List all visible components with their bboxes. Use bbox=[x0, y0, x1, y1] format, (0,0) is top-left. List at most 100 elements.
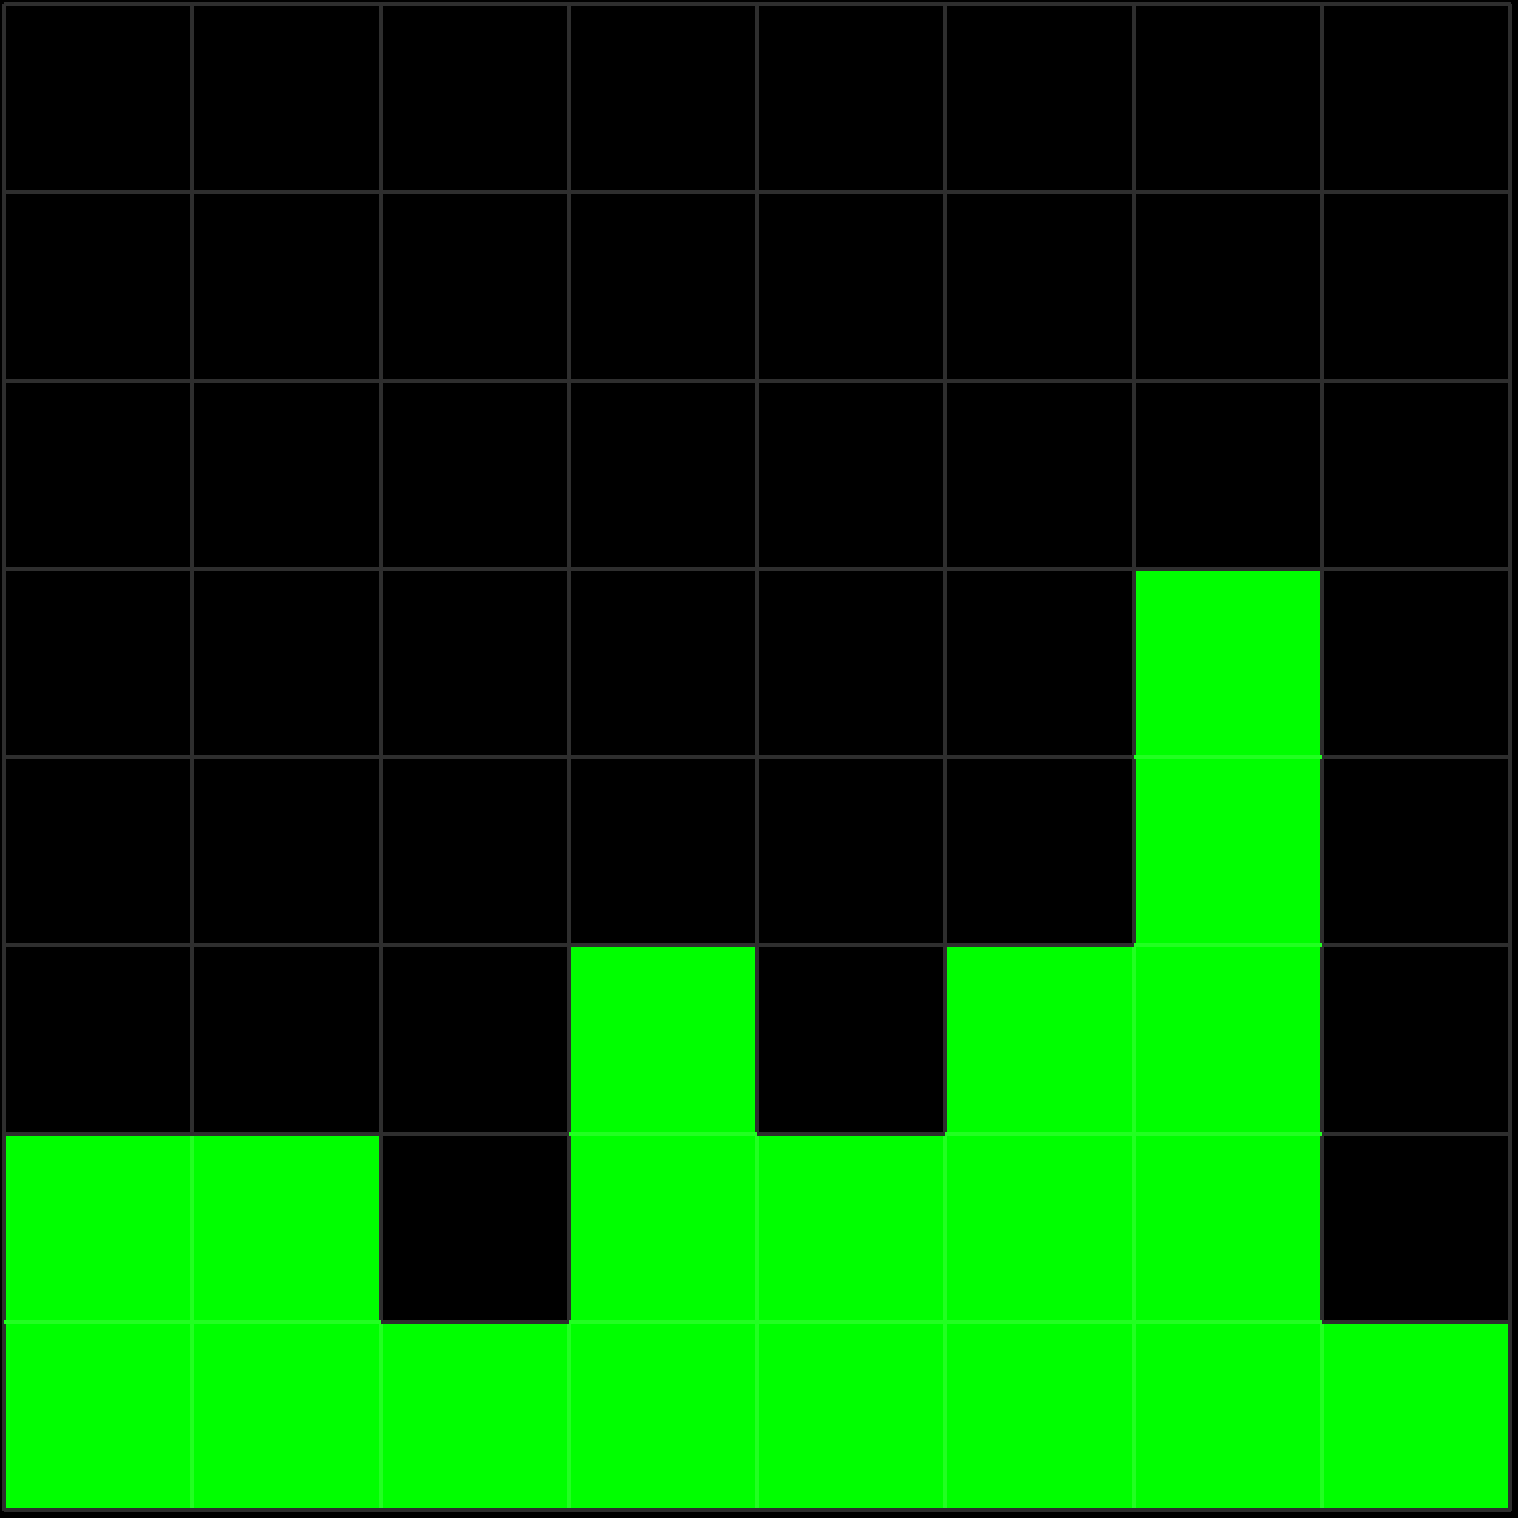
empty-cell bbox=[945, 757, 1134, 946]
gridline-horizontal bbox=[1321, 2, 1511, 6]
filled-cell bbox=[568, 945, 758, 1134]
gridline-horizontal bbox=[192, 1131, 381, 1136]
empty-cell bbox=[568, 757, 758, 946]
empty-cell bbox=[757, 945, 946, 1134]
empty-cell bbox=[4, 4, 193, 193]
empty-cell bbox=[4, 757, 193, 946]
empty-cell bbox=[380, 4, 570, 193]
gridline-horizontal bbox=[192, 755, 381, 759]
filled-cell bbox=[1133, 945, 1323, 1134]
empty-cell bbox=[945, 4, 1134, 193]
gridline-horizontal bbox=[945, 755, 1134, 759]
gridline-vertical bbox=[1319, 380, 1324, 570]
gridline-vertical bbox=[1319, 192, 1324, 381]
filled-cell bbox=[757, 1321, 946, 1511]
gridline-horizontal bbox=[945, 566, 1134, 571]
gridline-horizontal bbox=[4, 1131, 193, 1136]
filled-cell bbox=[380, 1321, 570, 1511]
gridline-vertical bbox=[755, 4, 759, 193]
gridline-horizontal bbox=[568, 190, 758, 195]
gridline-vertical bbox=[1319, 568, 1324, 758]
empty-cell bbox=[192, 192, 381, 381]
gridline-vertical bbox=[378, 380, 383, 570]
gridline-vertical bbox=[1319, 757, 1324, 946]
empty-cell bbox=[568, 192, 758, 381]
gridline-horizontal bbox=[4, 1319, 193, 1324]
empty-cell bbox=[757, 380, 946, 570]
gridline-vertical bbox=[378, 1321, 383, 1511]
empty-cell bbox=[4, 945, 193, 1134]
gridline-horizontal bbox=[192, 566, 381, 571]
gridline-horizontal bbox=[192, 378, 381, 383]
gridline-vertical bbox=[943, 4, 948, 193]
filled-cell bbox=[192, 1321, 381, 1511]
empty-cell bbox=[4, 380, 193, 570]
empty-cell bbox=[192, 380, 381, 570]
gridline-horizontal bbox=[1133, 755, 1323, 759]
filled-cell bbox=[4, 1133, 193, 1323]
gridline-vertical bbox=[1131, 4, 1136, 193]
empty-cell bbox=[1321, 757, 1511, 946]
gridline-vertical bbox=[755, 192, 759, 381]
gridline-vertical bbox=[1508, 1321, 1512, 1511]
gridline-vertical bbox=[190, 1133, 195, 1323]
empty-cell bbox=[757, 4, 946, 193]
gridline-horizontal bbox=[945, 1319, 1134, 1324]
gridline-vertical bbox=[1319, 1133, 1324, 1323]
gridline-horizontal bbox=[1321, 378, 1511, 383]
gridline-horizontal bbox=[380, 566, 570, 571]
gridline-horizontal bbox=[945, 1131, 1134, 1136]
gridline-vertical bbox=[755, 1321, 759, 1511]
gridline-vertical bbox=[2, 192, 6, 381]
filled-cell bbox=[1133, 1321, 1323, 1511]
gridline-vertical bbox=[755, 945, 759, 1134]
empty-cell bbox=[568, 568, 758, 758]
gridline-vertical bbox=[2, 1133, 6, 1323]
gridline-vertical bbox=[1508, 192, 1512, 381]
gridline-vertical bbox=[1131, 568, 1136, 758]
gridline-vertical bbox=[2, 4, 6, 193]
gridline-vertical bbox=[1131, 945, 1136, 1134]
gridline-vertical bbox=[755, 568, 759, 758]
gridline-horizontal bbox=[568, 943, 758, 948]
gridline-horizontal bbox=[4, 1508, 193, 1512]
gridline-vertical bbox=[566, 757, 571, 946]
gridline-horizontal bbox=[1133, 378, 1323, 383]
gridline-vertical bbox=[378, 757, 383, 946]
gridline-vertical bbox=[1131, 380, 1136, 570]
gridline-horizontal bbox=[757, 943, 946, 948]
filled-cell bbox=[945, 945, 1134, 1134]
gridline-vertical bbox=[1319, 1321, 1324, 1511]
empty-cell bbox=[1133, 4, 1323, 193]
empty-cell bbox=[1321, 4, 1511, 193]
gridline-vertical bbox=[1508, 945, 1512, 1134]
empty-cell bbox=[380, 945, 570, 1134]
gridline-horizontal bbox=[192, 190, 381, 195]
gridline-vertical bbox=[566, 4, 571, 193]
empty-cell bbox=[1321, 945, 1511, 1134]
empty-cell bbox=[380, 757, 570, 946]
gridline-vertical bbox=[1131, 1133, 1136, 1323]
gridline-vertical bbox=[755, 380, 759, 570]
gridline-vertical bbox=[755, 757, 759, 946]
gridline-vertical bbox=[1508, 4, 1512, 193]
gridline-horizontal bbox=[380, 1131, 570, 1136]
gridline-horizontal bbox=[945, 943, 1134, 948]
gridline-horizontal bbox=[945, 190, 1134, 195]
gridline-vertical bbox=[566, 1133, 571, 1323]
gridline-vertical bbox=[2, 1321, 6, 1511]
gridline-horizontal bbox=[757, 190, 946, 195]
gridline-vertical bbox=[566, 192, 571, 381]
gridline-vertical bbox=[943, 568, 948, 758]
gridline-horizontal bbox=[945, 2, 1134, 6]
gridline-vertical bbox=[2, 757, 6, 946]
gridline-vertical bbox=[1131, 192, 1136, 381]
gridline-vertical bbox=[190, 1321, 195, 1511]
gridline-vertical bbox=[1131, 1321, 1136, 1511]
gridline-horizontal bbox=[757, 378, 946, 383]
empty-cell bbox=[380, 192, 570, 381]
gridline-vertical bbox=[2, 568, 6, 758]
gridline-horizontal bbox=[192, 1508, 381, 1512]
gridline-horizontal bbox=[1321, 1319, 1511, 1324]
